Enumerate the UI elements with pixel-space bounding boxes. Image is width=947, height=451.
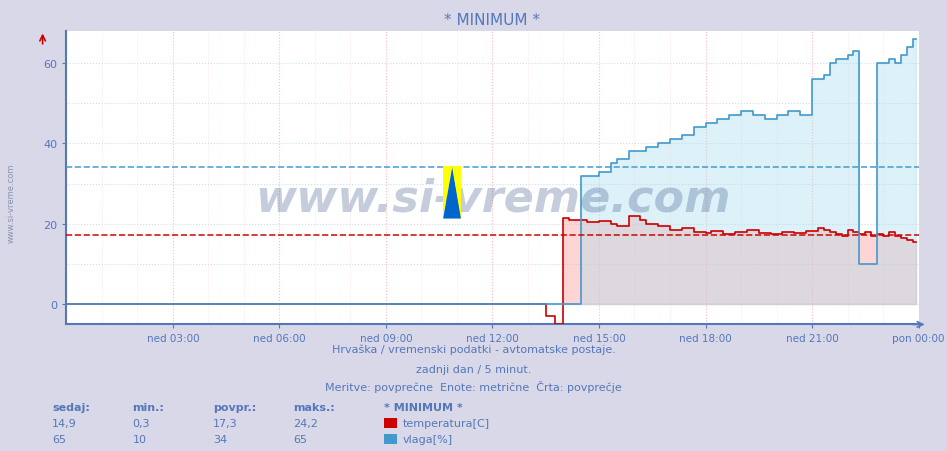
Text: temperatura[C]: temperatura[C] — [402, 418, 490, 428]
Text: Hrvaška / vremenski podatki - avtomatske postaje.: Hrvaška / vremenski podatki - avtomatske… — [331, 343, 616, 354]
Text: 34: 34 — [213, 434, 227, 444]
Text: povpr.:: povpr.: — [213, 402, 257, 412]
Text: 0,3: 0,3 — [133, 418, 150, 428]
Text: maks.:: maks.: — [294, 402, 335, 412]
Text: 17,3: 17,3 — [213, 418, 238, 428]
Polygon shape — [443, 167, 461, 219]
Text: sedaj:: sedaj: — [52, 402, 90, 412]
Polygon shape — [453, 167, 461, 219]
Text: 65: 65 — [294, 434, 308, 444]
Text: www.si-vreme.com: www.si-vreme.com — [7, 163, 16, 243]
Text: min.:: min.: — [133, 402, 165, 412]
Text: zadnji dan / 5 minut.: zadnji dan / 5 minut. — [416, 364, 531, 374]
Text: * MINIMUM *: * MINIMUM * — [384, 402, 462, 412]
Polygon shape — [443, 167, 453, 219]
Text: 10: 10 — [133, 434, 147, 444]
Title: * MINIMUM *: * MINIMUM * — [444, 13, 541, 28]
Text: Meritve: povprečne  Enote: metrične  Črta: povprečje: Meritve: povprečne Enote: metrične Črta:… — [325, 380, 622, 392]
Text: vlaga[%]: vlaga[%] — [402, 434, 453, 444]
Text: 14,9: 14,9 — [52, 418, 77, 428]
Text: www.si-vreme.com: www.si-vreme.com — [255, 177, 730, 220]
Text: 65: 65 — [52, 434, 66, 444]
Text: 24,2: 24,2 — [294, 418, 318, 428]
